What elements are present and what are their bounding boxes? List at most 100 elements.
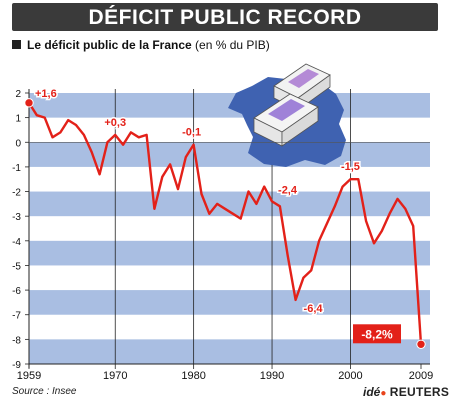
subtitle-main: Le déficit public de la France [27, 38, 192, 52]
data-point [161, 175, 164, 178]
data-point [137, 136, 140, 139]
y-tick-label: -5 [12, 261, 21, 272]
data-point [82, 133, 85, 136]
data-point [412, 225, 415, 227]
data-point [318, 239, 320, 242]
y-tick-label: -6 [12, 286, 21, 297]
banknote-stack-front [253, 93, 319, 147]
x-axis-ticks: 1959 1970 1980 1990 2000 2009 [17, 364, 433, 382]
y-tick-label: -1 [12, 163, 21, 174]
data-point [177, 188, 179, 190]
y-tick-label: -4 [12, 237, 21, 248]
data-point [169, 163, 172, 166]
data-point [208, 212, 211, 215]
chart-title: DÉFICIT PUBLIC RECORD [88, 6, 362, 29]
x-tick-label: 1990 [260, 370, 284, 382]
data-point [278, 205, 281, 208]
reuters-logo: idé● REUTERS [363, 385, 449, 399]
data-point [239, 217, 242, 220]
data-point [255, 202, 258, 205]
grid-band [29, 339, 430, 364]
logo-ide: idé [363, 385, 381, 399]
y-tick-label: 1 [15, 114, 21, 125]
data-point [380, 230, 383, 232]
data-point [145, 133, 148, 136]
logo-dot-icon: ● [380, 388, 387, 399]
annotation-label: -6,4 [304, 303, 324, 315]
france-map-illustration [228, 63, 346, 167]
data-point [231, 212, 234, 215]
data-point [114, 133, 117, 136]
data-point [192, 143, 195, 146]
subtitle-unit: (en % du PIB) [191, 38, 270, 52]
start-marker [24, 98, 34, 108]
x-tick-label: 1970 [103, 370, 127, 382]
logo-reuters: REUTERS [389, 385, 450, 399]
x-tick-label: 1980 [181, 370, 205, 382]
source-note: Source : Insee [12, 386, 77, 397]
y-tick-label: -7 [12, 311, 21, 322]
annotation-label: +0,3 [104, 117, 126, 129]
annotation-label: -8,2% [361, 327, 393, 341]
y-tick-label: -2 [12, 188, 21, 199]
data-point [294, 299, 297, 301]
y-axis-ticks: 2 1 0 -1 -2 -3 -4 -5 -6 -7 -8 -9 [12, 89, 29, 371]
data-point [59, 131, 62, 134]
value-annotations: +1,6 +0,3 -0,1 -2,4 -6,4 -1,5 -8,2% [34, 86, 401, 344]
data-point [333, 205, 336, 208]
data-point [130, 131, 132, 134]
annotation-label: -0,1 [182, 127, 201, 139]
end-marker [416, 339, 426, 349]
grid-bands [29, 93, 430, 364]
x-tick-label: 1959 [17, 370, 41, 382]
data-point [51, 136, 54, 139]
data-point [310, 269, 313, 272]
data-point [90, 151, 93, 154]
data-point [98, 173, 101, 176]
data-point [341, 185, 344, 188]
data-point [365, 220, 368, 223]
legend-square-icon [12, 40, 21, 49]
grid-band [29, 290, 430, 315]
data-point [247, 190, 250, 193]
data-point [75, 124, 77, 126]
data-point [357, 178, 360, 181]
data-point [106, 141, 109, 144]
data-point [43, 116, 46, 119]
y-tick-label: 2 [15, 89, 21, 100]
y-tick-label: 0 [15, 138, 21, 149]
data-point [302, 276, 305, 279]
annotation-label: +1,6 [35, 88, 57, 100]
y-tick-label: -3 [12, 212, 21, 223]
data-point [396, 198, 399, 200]
data-point [153, 207, 156, 210]
data-point [263, 185, 266, 188]
data-point [122, 143, 124, 146]
grid-band [29, 240, 430, 266]
data-point [271, 200, 273, 203]
chart-subtitle: Le déficit public de la France (en % du … [12, 38, 270, 52]
data-point [349, 178, 352, 181]
data-point [184, 156, 187, 158]
final-value-box [353, 324, 401, 344]
data-point [216, 202, 219, 205]
x-tick-label: 2009 [409, 370, 433, 382]
data-point [67, 119, 70, 121]
x-tick-label: 2000 [338, 370, 362, 382]
data-point [200, 193, 203, 195]
data-point [404, 207, 407, 210]
annotation-label: -1,5 [341, 161, 360, 173]
data-point [326, 222, 328, 225]
data-point [373, 242, 375, 245]
data-point [286, 254, 289, 257]
series-layer [24, 98, 426, 349]
data-point [35, 114, 38, 117]
y-tick-label: -9 [12, 360, 21, 371]
title-bar: DÉFICIT PUBLIC RECORD [12, 3, 438, 31]
data-point [388, 212, 391, 215]
annotation-label: -2,4 [278, 184, 298, 196]
axes [28, 89, 430, 368]
y-tick-label: -8 [12, 335, 21, 346]
data-point [224, 207, 226, 210]
